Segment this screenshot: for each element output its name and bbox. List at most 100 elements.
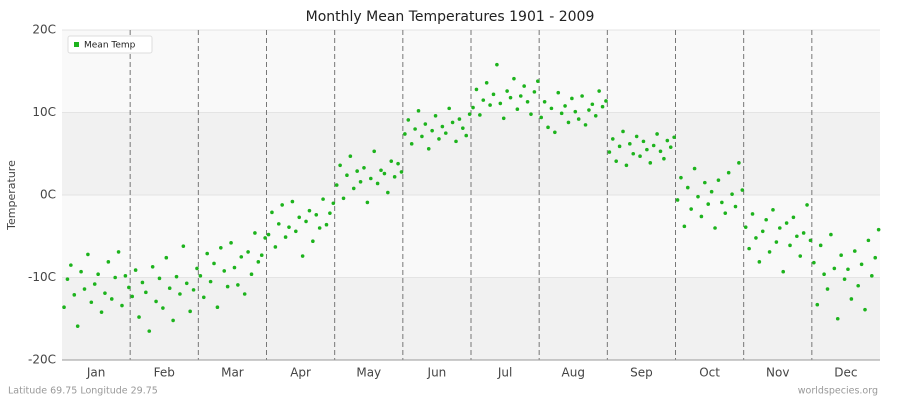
point bbox=[253, 231, 257, 235]
point bbox=[777, 226, 782, 230]
point bbox=[447, 106, 451, 111]
point bbox=[311, 239, 315, 243]
x-tick-label: Nov bbox=[766, 366, 789, 380]
point bbox=[760, 229, 765, 234]
point bbox=[273, 245, 278, 249]
point bbox=[692, 166, 697, 171]
point bbox=[682, 224, 687, 229]
point bbox=[788, 243, 792, 248]
point bbox=[300, 254, 305, 258]
point bbox=[345, 173, 349, 177]
point bbox=[866, 238, 871, 243]
point bbox=[740, 188, 745, 192]
point bbox=[433, 114, 438, 118]
point bbox=[276, 222, 281, 226]
point bbox=[832, 266, 837, 271]
point bbox=[116, 250, 121, 254]
point bbox=[870, 274, 874, 278]
point bbox=[426, 147, 431, 151]
point bbox=[362, 165, 366, 170]
point bbox=[461, 126, 465, 130]
point bbox=[580, 94, 584, 98]
x-tick-label: Jun bbox=[427, 366, 447, 380]
point bbox=[144, 290, 148, 295]
point bbox=[631, 151, 636, 156]
point bbox=[645, 147, 649, 152]
point bbox=[191, 288, 196, 292]
point bbox=[184, 281, 189, 286]
point bbox=[553, 130, 557, 135]
point bbox=[287, 225, 291, 229]
point bbox=[239, 255, 244, 259]
point bbox=[314, 213, 319, 217]
point bbox=[593, 114, 598, 118]
point bbox=[614, 159, 618, 163]
point bbox=[103, 291, 107, 295]
point bbox=[348, 154, 353, 159]
x-tick-label: Apr bbox=[290, 366, 311, 380]
point bbox=[723, 211, 728, 215]
point bbox=[188, 309, 192, 314]
y-tick-label: 10C bbox=[32, 105, 56, 119]
point bbox=[161, 306, 165, 310]
point bbox=[154, 299, 158, 304]
point bbox=[324, 222, 329, 227]
point bbox=[863, 307, 867, 312]
point bbox=[72, 293, 77, 297]
point bbox=[215, 305, 220, 310]
point bbox=[75, 324, 80, 328]
point bbox=[743, 225, 748, 229]
point bbox=[481, 98, 486, 102]
point bbox=[416, 109, 421, 113]
point bbox=[703, 180, 707, 185]
point bbox=[808, 238, 813, 243]
point bbox=[798, 254, 803, 258]
point bbox=[430, 128, 434, 133]
point bbox=[546, 125, 550, 130]
point bbox=[628, 142, 632, 146]
point bbox=[672, 135, 676, 140]
point bbox=[290, 199, 295, 204]
point bbox=[396, 161, 400, 166]
point bbox=[876, 227, 881, 232]
x-tick-label: Aug bbox=[562, 366, 585, 380]
point bbox=[767, 250, 772, 254]
point bbox=[754, 236, 758, 240]
point bbox=[801, 231, 806, 235]
x-tick-label: Oct bbox=[699, 366, 720, 380]
point bbox=[515, 107, 520, 111]
point bbox=[818, 243, 823, 248]
point bbox=[495, 62, 499, 67]
point bbox=[157, 276, 162, 281]
point bbox=[150, 264, 155, 269]
point bbox=[679, 175, 683, 180]
point bbox=[474, 87, 479, 92]
point bbox=[259, 253, 264, 258]
point bbox=[167, 286, 172, 291]
point bbox=[280, 203, 284, 207]
point bbox=[484, 81, 489, 85]
point bbox=[372, 149, 377, 154]
y-tick-label: 20C bbox=[32, 23, 56, 37]
point bbox=[849, 297, 854, 301]
point bbox=[467, 112, 472, 116]
point bbox=[570, 96, 574, 101]
legend-label: Mean Temp bbox=[84, 41, 136, 51]
point bbox=[624, 163, 629, 168]
legend: Mean Temp bbox=[67, 35, 153, 54]
point bbox=[549, 106, 554, 111]
point bbox=[730, 192, 734, 196]
point bbox=[263, 236, 267, 240]
legend-box bbox=[67, 35, 153, 54]
point bbox=[382, 171, 387, 176]
footer-right: worldspecies.org bbox=[798, 386, 878, 397]
point bbox=[716, 178, 721, 182]
point bbox=[750, 212, 755, 216]
point bbox=[443, 131, 448, 135]
point bbox=[89, 300, 94, 305]
point bbox=[406, 118, 411, 122]
point bbox=[79, 269, 83, 274]
point bbox=[392, 175, 397, 179]
point bbox=[518, 94, 523, 98]
x-tick-label: Jul bbox=[497, 366, 512, 380]
